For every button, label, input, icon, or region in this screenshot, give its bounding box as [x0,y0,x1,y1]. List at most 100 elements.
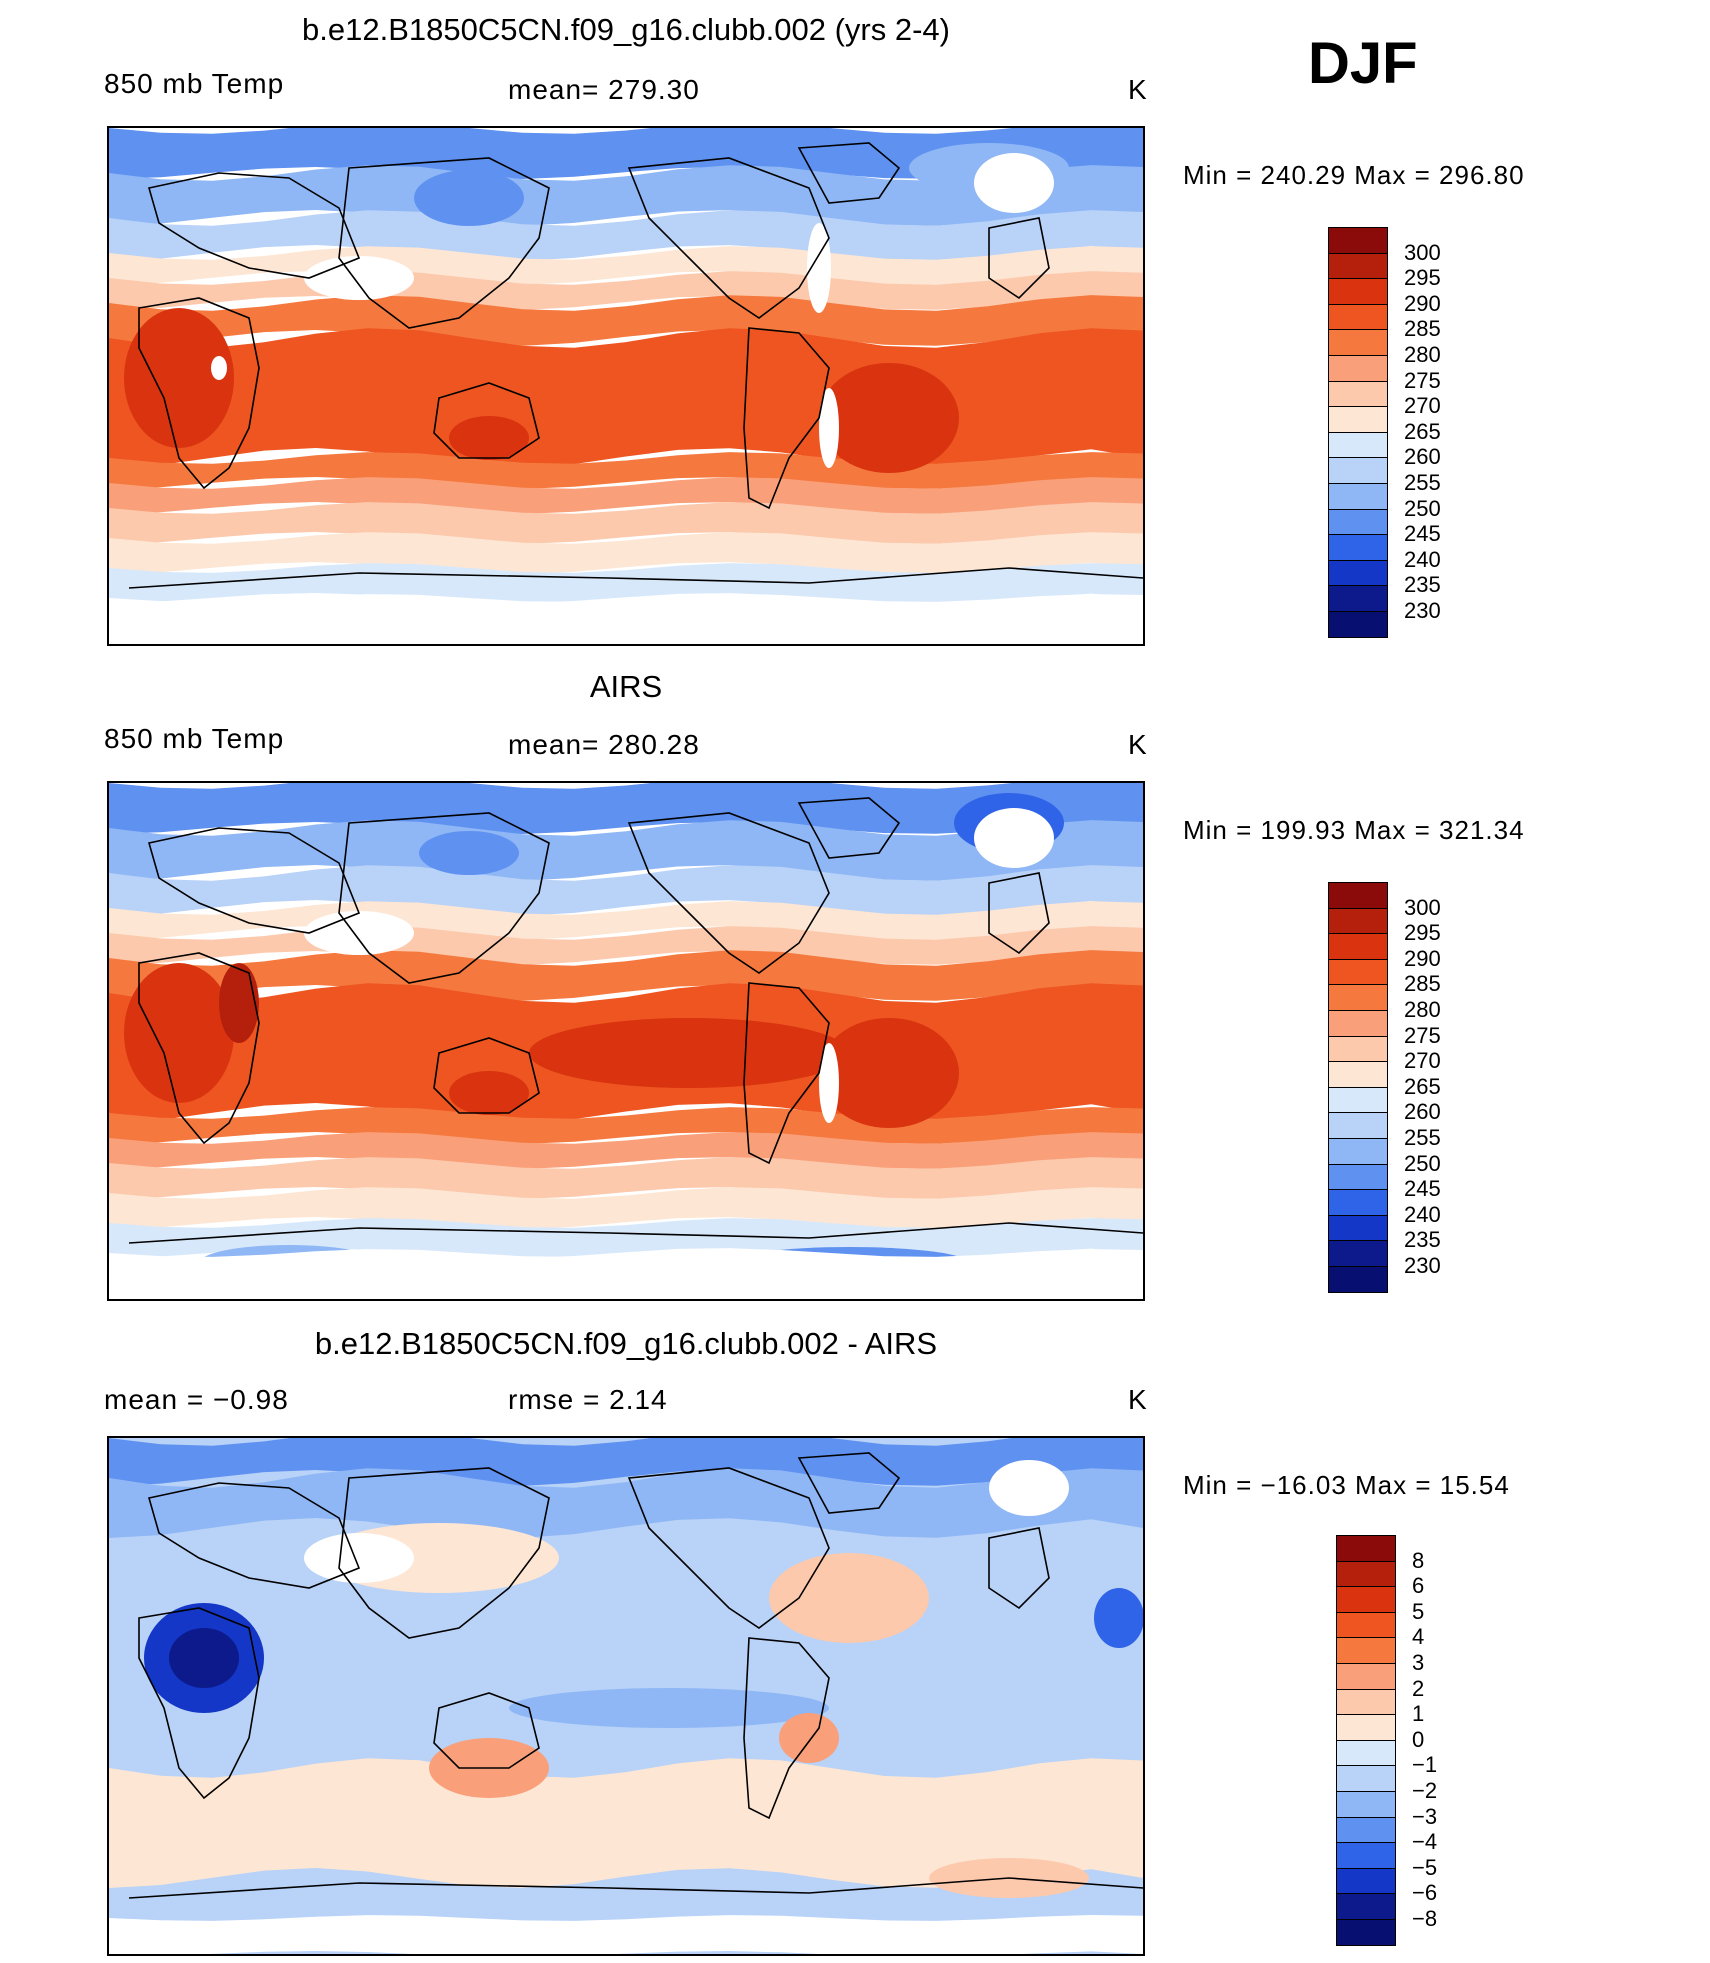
panel-1-units-label: K [1128,74,1148,105]
colorbar-tick-label: 230 [1404,598,1441,623]
colorbar-swatch [1328,457,1388,484]
field-patch [819,363,959,473]
colorbar-tick-label: 275 [1404,1022,1441,1048]
field-patch [529,1018,849,1088]
field-patch [974,808,1054,868]
field-patch [219,963,259,1043]
colorbar-swatch [1328,882,1388,909]
field-patch [211,356,227,380]
colorbar-tick-label: 255 [1404,470,1441,495]
colorbar-swatch [1328,1061,1388,1088]
coastline [627,1467,830,1629]
coastline [743,982,830,1165]
panel-3-mean-label: mean = −0.98 [104,1384,289,1415]
temperature-band [109,1107,1143,1144]
coastline [338,157,550,329]
colorbar-swatch [1328,329,1388,356]
colorbar-swatch [1328,984,1388,1011]
colorbar-tick-label: 270 [1404,1048,1441,1074]
colorbar-tick-label: 265 [1404,418,1441,444]
colorbar-tick-label: −2 [1412,1778,1438,1803]
colorbar-swatch [1328,1163,1388,1191]
panel-2-mean-label: mean= 280.28 [508,729,700,760]
temperature-band [109,1758,1143,1888]
season-label: DJF [1308,31,1418,96]
colorbar-tick-label: 290 [1404,945,1441,971]
colorbar-tick-label: 245 [1404,1176,1441,1202]
colorbar-tick-label: 300 [1404,239,1441,265]
colorbar-swatch [1328,534,1388,561]
temperature-band [109,1438,1143,1486]
colorbar-swatch [1336,1714,1396,1741]
colorbar-tick-label: −6 [1412,1880,1438,1906]
coastline [433,382,540,459]
panel-3-minmax: Min = −16.03 Max = 15.54 [1183,1470,1510,1500]
colorbar-swatch [1328,483,1388,510]
field-patch [304,911,414,955]
coastline [433,1037,540,1114]
colorbar-tick-label: 0 [1412,1726,1425,1752]
colorbar-tick-label: 260 [1404,444,1441,470]
temperature-band [109,950,1143,1001]
colorbar-tick-label: 240 [1404,546,1441,572]
colorbar-tick-label: −4 [1412,1829,1438,1855]
panel-2-map [107,781,1145,1301]
field-patch [819,388,839,468]
colorbar-swatch [1328,1214,1388,1242]
colorbar-tick-label: 295 [1404,265,1441,291]
colorbar-tick-label: 285 [1404,971,1441,997]
panel-2-minmax: Min = 199.93 Max = 321.34 [1183,815,1525,845]
coastline [988,1527,1050,1610]
colorbar-swatch [1328,1010,1388,1037]
field-patch [779,1713,839,1763]
colorbar-swatch [1328,508,1388,536]
temperature-band [109,901,1143,940]
temperature-band [109,246,1143,285]
colorbar-tick-label: −3 [1412,1803,1438,1829]
colorbar-swatch [1328,907,1388,935]
coastline [147,172,361,279]
coastline [147,1482,361,1589]
coastline [338,1467,550,1639]
colorbar-swatch [1336,1919,1396,1946]
panel-2-units-label: K [1128,729,1148,760]
field-patch [449,416,529,460]
colorbar-tick-label: 8 [1412,1547,1425,1573]
colorbar-tick-label: 6 [1412,1573,1425,1599]
colorbar-swatch [1336,1560,1396,1588]
colorbar-tick-label: 245 [1404,521,1441,547]
colorbar-swatch [1328,406,1388,433]
field-patch [124,308,234,448]
colorbar-swatch [1336,1791,1396,1818]
colorbar-tick-label: 280 [1404,342,1441,367]
colorbar-swatch [1328,1086,1388,1114]
coastline [797,1452,901,1514]
colorbar-swatch [1328,958,1388,986]
coastline [138,1607,260,1800]
colorbar-swatch [1328,303,1388,331]
field-patch [769,1553,929,1643]
field-patch [974,153,1054,213]
colorbar-tick-label: 1 [1412,1701,1425,1727]
colorbar-tick-label: 235 [1404,572,1441,598]
field-patch [819,1018,959,1128]
coastline [128,1222,1143,1244]
panel-3-title: b.e12.B1850C5CN.f09_g16.clubb.002 - AIRS [314,1326,938,1361]
colorbar-swatch [1328,933,1388,960]
panel-3-map [107,1436,1145,1956]
colorbar-tick-label: 295 [1404,920,1441,946]
colorbar-swatch [1328,1112,1388,1139]
panel-3-rmse-label: rmse = 2.14 [508,1384,668,1415]
colorbar-swatch [1328,559,1388,587]
colorbar-tick-label: 250 [1404,495,1441,521]
colorbar-tick-label: −8 [1412,1906,1438,1931]
colorbar-tick-label: 230 [1404,1253,1441,1278]
colorbar-swatch [1328,1138,1388,1165]
panel-2-variable-label: 850 mb Temp [104,723,285,754]
colorbar-swatch [1328,1035,1388,1063]
colorbar-swatch [1328,227,1388,254]
temperature-band [109,1132,1143,1169]
colorbar-tick-label: 240 [1404,1201,1441,1227]
colorbar-tick-label: 2 [1412,1675,1425,1701]
colorbar-swatch [1336,1586,1396,1613]
